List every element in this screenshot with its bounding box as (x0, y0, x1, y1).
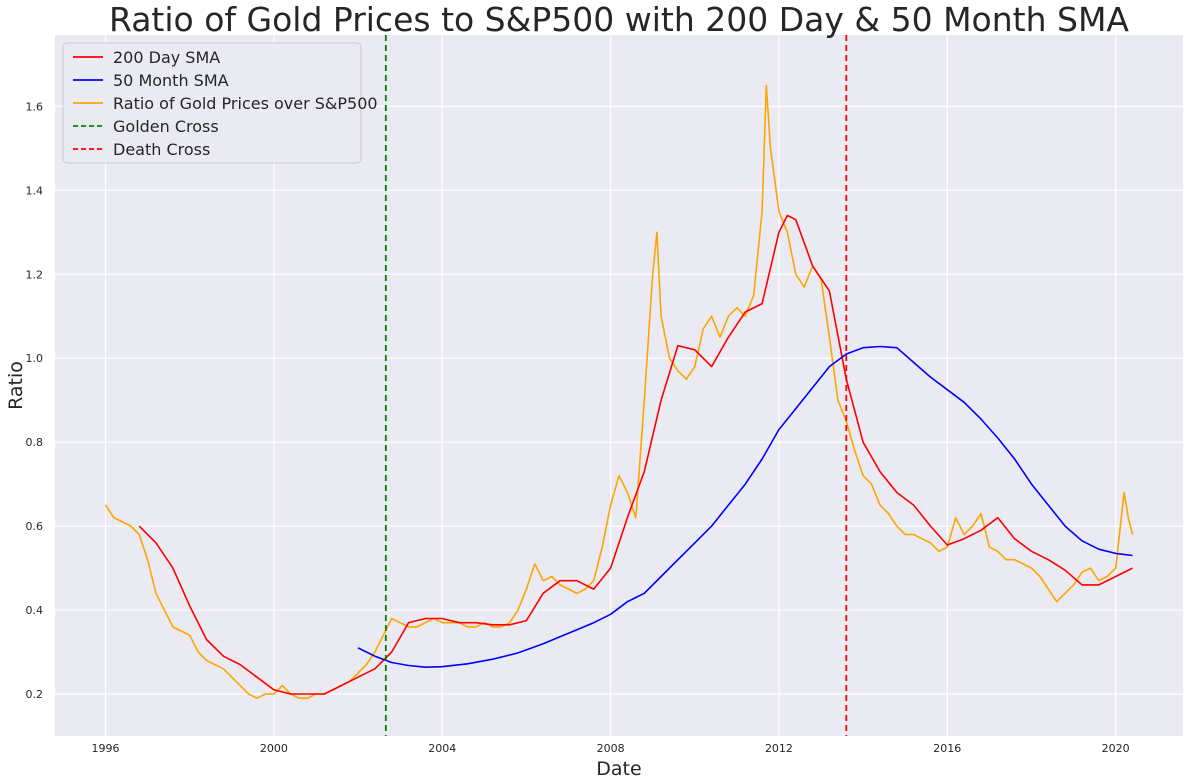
x-axis-label: Date (596, 758, 641, 780)
series-layer (104, 84, 1134, 700)
legend-label-0: 200 Day SMA (113, 48, 220, 67)
legend-frame (62, 42, 362, 164)
legend-label-4: Death Cross (113, 140, 210, 159)
ticks: 1996 2000 2004 2008 2012 2016 2020 0.2 0.4 0.6 0.8… (26, 100, 1130, 755)
y-tick-label: 0.2 (26, 688, 44, 701)
legend-label-3: Golden Cross (113, 117, 219, 136)
y-tick-label: 0.4 (26, 604, 44, 617)
x-tick-label: 2016 (933, 742, 961, 755)
x-tick-label: 2000 (260, 742, 288, 755)
legend-label-2: Ratio of Gold Prices over S&P500 (113, 94, 378, 113)
y-axis-label: Ratio (5, 361, 27, 410)
legend-label-1: 50 Month SMA (113, 71, 229, 90)
vline-layer (384, 35, 848, 736)
series-line-1 (357, 345, 1133, 669)
legend: 200 Day SMA 50 Month SMA Ratio of Gold Pri… (62, 42, 378, 164)
y-tick-label: 1.0 (26, 352, 44, 365)
x-tick-label: 2008 (597, 742, 625, 755)
x-tick-label: 2012 (765, 742, 793, 755)
x-tick-label: 2004 (428, 742, 456, 755)
y-tick-label: 1.4 (26, 184, 44, 197)
y-tick-label: 1.2 (26, 268, 44, 281)
series-line-0 (138, 214, 1133, 695)
x-tick-label: 2020 (1102, 742, 1130, 755)
y-tick-label: 0.8 (26, 436, 44, 449)
chart-title: Ratio of Gold Prices to S&P500 with 200 … (109, 0, 1129, 39)
x-tick-label: 1996 (92, 742, 120, 755)
y-tick-label: 1.6 (26, 100, 44, 113)
y-tick-label: 0.6 (26, 520, 44, 533)
